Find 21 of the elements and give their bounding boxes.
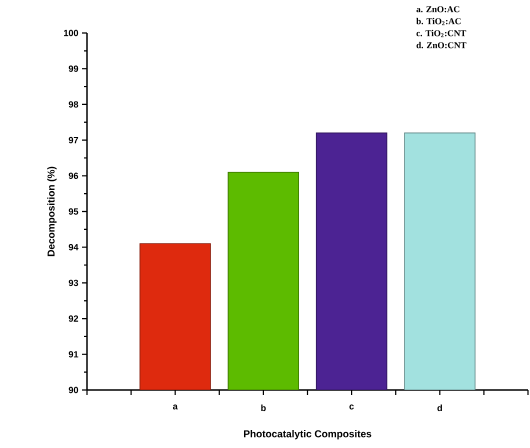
x-tick-label: b bbox=[261, 404, 266, 412]
x-tick-label: d bbox=[437, 404, 442, 412]
x-axis-title: Photocatalytic Composites bbox=[244, 430, 372, 440]
y-tick-label: 96 bbox=[68, 172, 78, 179]
text: a. ZnO:AC bbox=[416, 6, 460, 12]
y-tick-label: 94 bbox=[68, 244, 78, 250]
y-tick-label: 92 bbox=[68, 315, 78, 322]
y-tick-label: 93 bbox=[68, 280, 78, 286]
x-tick-label: a bbox=[172, 404, 178, 410]
annotation: d. ZnO:CNT bbox=[416, 42, 466, 48]
y-tick-label: 97 bbox=[68, 136, 78, 144]
y-tick-label: 95 bbox=[68, 208, 78, 215]
y-tick-label: 99 bbox=[68, 66, 78, 72]
y-tick-label: 90 bbox=[68, 386, 78, 394]
y-tick-label: 91 bbox=[68, 351, 78, 358]
annotation: c. TiO$_{2}$:CNT bbox=[416, 30, 466, 38]
y-tick-label: 98 bbox=[68, 101, 78, 108]
y-tick-label: 100 bbox=[64, 30, 78, 36]
y-axis-title: Decomposition (%) bbox=[47, 166, 57, 256]
x-tick-label: c bbox=[349, 404, 354, 410]
text: b. TiO$_{2}$:AC bbox=[416, 18, 461, 26]
